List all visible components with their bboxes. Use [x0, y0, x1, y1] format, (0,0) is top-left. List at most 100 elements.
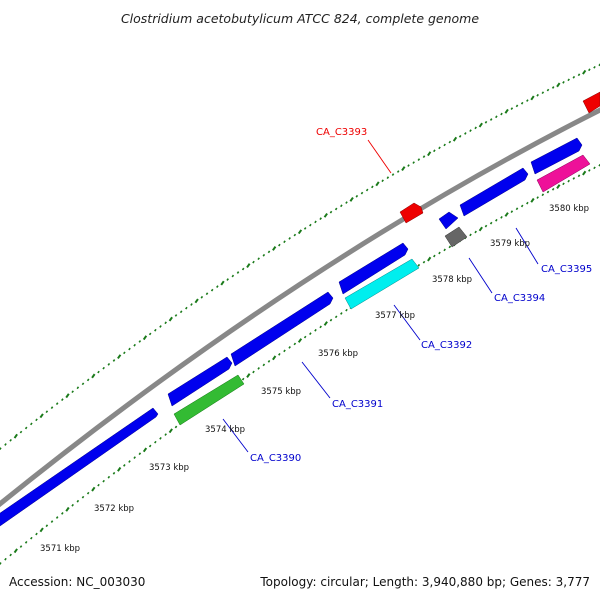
minor-tick — [381, 179, 384, 183]
minor-tick — [541, 91, 545, 95]
scale-label: 3579 kbp — [490, 239, 530, 249]
gene-CA_C3392[interactable] — [344, 258, 420, 310]
minor-tick — [288, 237, 291, 240]
minor-tick — [417, 158, 421, 161]
major-tick — [13, 548, 18, 554]
major-tick — [297, 338, 303, 343]
scale-label: 3572 kbp — [94, 504, 134, 514]
minor-tick — [329, 318, 333, 322]
minor-tick — [97, 370, 100, 374]
minor-tick — [448, 140, 452, 144]
minor-tick — [123, 464, 126, 467]
gene-CA_C3394[interactable] — [459, 167, 529, 217]
minor-tick — [45, 410, 49, 414]
major-tick — [504, 212, 509, 217]
gene-CA_C3390[interactable] — [173, 374, 245, 426]
gene-CA_C3390-block[interactable] — [167, 356, 233, 407]
minor-tick — [55, 402, 59, 406]
minor-tick — [252, 260, 255, 264]
major-tick — [65, 506, 70, 512]
minor-tick — [577, 73, 581, 77]
minor-tick — [293, 233, 297, 237]
minor-tick — [35, 418, 38, 422]
minor-tick — [81, 382, 85, 386]
minor-tick — [345, 201, 348, 204]
gene-CA_C3391[interactable] — [230, 291, 334, 367]
label-CA_C3394[interactable]: CA_C3394 — [494, 293, 545, 304]
minor-tick — [541, 193, 545, 197]
label-CA_C3392[interactable]: CA_C3392 — [421, 340, 472, 351]
minor-tick — [81, 495, 85, 499]
minor-tick — [309, 332, 312, 336]
minor-tick — [484, 120, 488, 124]
major-tick — [246, 263, 251, 268]
minor-tick — [515, 104, 519, 108]
minor-tick — [314, 220, 317, 224]
major-tick — [220, 280, 225, 286]
minor-tick — [164, 433, 167, 436]
minor-tick — [386, 176, 390, 180]
major-tick — [65, 393, 70, 399]
minor-tick — [35, 532, 38, 536]
minor-tick — [551, 86, 555, 89]
scale-label: 3576 kbp — [318, 349, 358, 359]
label-CA_C3395[interactable]: CA_C3395 — [541, 264, 592, 275]
major-tick — [91, 486, 96, 492]
label-CA_C3391[interactable]: CA_C3391 — [332, 399, 383, 410]
gene-labels: CA_C3390 CA_C3391 CA_C3392 CA_C3393 CA_C… — [250, 127, 592, 464]
scale-label: 3571 kbp — [40, 544, 80, 554]
minor-tick — [241, 267, 245, 271]
minor-tick — [0, 562, 2, 565]
minor-tick — [562, 80, 565, 84]
gene-CA_C3389[interactable] — [0, 407, 159, 533]
minor-tick — [190, 303, 193, 306]
major-tick — [452, 136, 458, 142]
minor-tick — [226, 278, 229, 281]
minor-tick — [577, 174, 581, 178]
major-tick — [349, 196, 354, 202]
gene-CA_C3396[interactable] — [582, 91, 600, 114]
minor-tick — [365, 188, 369, 192]
minor-tick — [112, 471, 116, 475]
minor-tick — [303, 335, 307, 339]
minor-tick — [174, 314, 178, 317]
scale-label: 3578 kbp — [432, 275, 472, 285]
minor-tick — [50, 520, 54, 523]
minor-tick — [593, 65, 596, 69]
gene-CA_C3395[interactable] — [536, 154, 591, 193]
minor-tick — [179, 310, 183, 314]
major-tick — [142, 447, 148, 453]
minor-tick — [536, 93, 539, 97]
minor-tick — [443, 248, 446, 252]
major-tick — [478, 122, 483, 128]
minor-tick — [50, 406, 54, 410]
minor-tick — [55, 516, 59, 519]
minor-tick — [0, 447, 2, 450]
minor-tick — [546, 88, 550, 92]
leader-CA_C3390 — [222, 418, 249, 453]
minor-tick — [76, 386, 80, 390]
minor-tick — [133, 343, 136, 347]
major-tick — [117, 354, 122, 360]
gene-CA_C3394-block[interactable] — [438, 211, 459, 230]
minor-tick — [510, 210, 514, 214]
minor-tick — [185, 306, 188, 310]
label-CA_C3390[interactable]: CA_C3390 — [250, 453, 301, 464]
gene-CA_C3391b[interactable] — [338, 242, 409, 295]
minor-tick — [45, 524, 49, 528]
forward-genes — [0, 137, 583, 533]
minor-tick — [76, 499, 80, 503]
minor-tick — [4, 443, 7, 446]
minor-tick — [86, 378, 90, 382]
label-CA_C3393[interactable]: CA_C3393 — [316, 127, 367, 138]
gene-CA_C3394b[interactable] — [444, 226, 468, 248]
leader-CA_C3392 — [393, 304, 421, 341]
minor-tick — [9, 438, 12, 442]
minor-tick — [262, 363, 266, 367]
map-title: Clostridium acetobutylicum ATCC 824, com… — [121, 11, 479, 26]
gene-CA_C3395-block[interactable] — [530, 137, 583, 175]
minor-tick — [371, 185, 374, 189]
minor-tick — [231, 274, 235, 278]
gene-CA_C3393[interactable] — [399, 202, 424, 224]
